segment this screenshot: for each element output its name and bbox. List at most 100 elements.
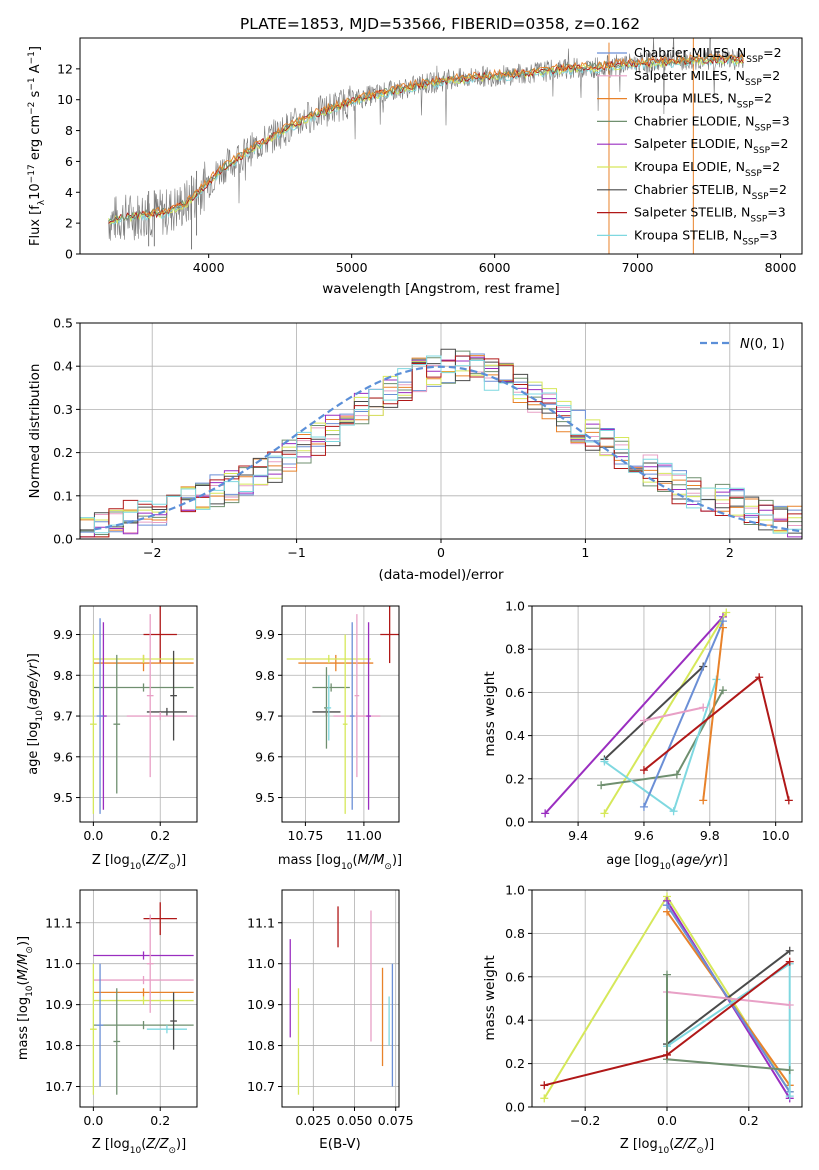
x-axis-label: wavelength [Angstrom, rest frame] [322,281,560,297]
tick-label-y: 0.6 [505,685,525,700]
tick-label-y: 10.9 [45,997,73,1012]
label-part: ( [671,853,676,868]
tick-label-x: 0.025 [295,1113,331,1128]
label-part: mass [log [16,997,31,1060]
tick-label-y: 10.9 [247,997,275,1012]
tick-label-y: 9.5 [53,790,73,805]
error-bar-point [143,606,177,664]
weight-series-marker [639,716,648,725]
plot-area [80,348,802,539]
tick-label-y: 6 [65,154,73,169]
tick-label-x: −2 [143,545,161,560]
label-part: SSP [754,123,771,133]
axes-frame [281,889,400,1108]
weight-series-line [643,706,704,722]
error-bar-point [349,622,355,810]
tick-label-x: 0.2 [739,1113,759,1128]
tick-label-x: −1 [287,545,305,560]
legend-label: Chabrier ELODIE, NSSP=3 [634,113,790,133]
error-bar-point [93,1021,194,1030]
label-part: =2 [769,182,787,197]
label-part: SSP [746,55,763,65]
error-bar-point [96,618,104,814]
label-part: Z [log [92,1137,130,1152]
error-bar-point [113,654,121,794]
label-part: Salpeter ELODIE, N [634,136,753,151]
label-part: SSP [742,237,759,247]
plot-area [540,892,794,1103]
error-bar-point [342,634,348,814]
plot-residual_histogram: −2 −1 0 1 2 0.0 0.1 0.2 0.3 0.4 0.5 (data-model)/er… [27,316,803,583]
tick-label-x: 10.75 [288,828,324,843]
label-part: Z/Z [145,1137,169,1152]
plot-age_vs_mass: 10.75 11.00 9.5 9.6 9.7 9.8 9.9 mass [log10(M/M… [255,605,402,872]
label-part: )] [704,1137,714,1152]
weight-series-marker [718,686,727,695]
weight-series-marker [699,703,708,712]
y-axis-label: mass weight [482,671,498,756]
tick-label-y: 0.8 [505,926,525,941]
error-bar-point [93,654,194,664]
tick-label-x: 9.8 [700,828,720,843]
label-part: 10 [35,710,45,722]
legend-label: Kroupa ELODIE, NSSP=2 [634,159,780,179]
weight-series-marker [540,1094,549,1103]
weight-series-line [666,974,790,1072]
error-bar-point [286,654,371,664]
model-fit-line [142,52,744,217]
weight-series-marker [785,1092,794,1101]
plot-weight_vs_Z: −0.2 0.0 0.2 0.0 0.2 0.4 0.6 0.8 1.0 Z [log10(Z/Z… [482,883,803,1156]
weight-series-marker [600,757,609,766]
x-axis-label: Z [log10(Z/Z⊙)] [92,853,186,872]
tick-label-y: 0.8 [505,642,525,657]
tick-label-y: 0.4 [53,359,73,374]
weight-series-marker [669,807,678,816]
tick-label-x: 0.2 [150,828,170,843]
weight-series-marker [540,1081,549,1090]
error-bar-point [93,951,194,960]
legend-label: Kroupa MILES, NSSP=2 [634,91,772,111]
label-part: 10 [130,1146,142,1156]
label-part: M/M [16,954,31,981]
label-part: M/M [358,853,385,868]
error-bar-point [93,683,194,692]
tick-label-x: 0.2 [150,1113,170,1128]
label-part: =2 [754,91,772,106]
label-part: Chabrier MILES, N [634,45,746,60]
label-part: ⊙ [696,1146,704,1156]
tick-label-y: 11.0 [247,956,275,971]
tick-label-x: 0.0 [657,1113,677,1128]
label-part: 10 [658,1146,670,1156]
tick-label-y: 4 [65,185,73,200]
x-axis-label: mass [log10(M/M⊙)] [278,853,402,872]
tick-label-x: 10.0 [762,828,790,843]
plot-mass_vs_Z: 0.0 0.210.710.810.911.011.1Z [log10(Z/Z⊙)… [16,889,198,1156]
tick-label-y: 10.8 [45,1038,73,1053]
label-part: =2 [770,136,788,151]
weight-series-marker [639,766,648,775]
legend-label: N(0, 1) [740,337,785,352]
weight-series-line [544,616,724,815]
tick-label-x: 6000 [479,260,511,275]
weight-series-line [643,620,724,808]
label-part: =3 [759,227,777,242]
error-bar-point [90,963,97,1095]
tick-label-y: 9.6 [53,749,73,764]
plot-spectrum: 4000 5000 6000 7000 8000 0 2 4 6 8 10 12 wavelength … [27,37,803,297]
tick-label-y: 11.0 [45,956,73,971]
label-part: SSP [753,146,770,156]
tick-label-x: 9.4 [568,828,588,843]
error-bar-point [170,650,177,741]
label-part: Kroupa ELODIE, N [634,159,745,174]
label-part: SSP [752,192,769,202]
tick-label-y: 0.2 [505,1056,525,1071]
label-part: ⊙ [168,1146,176,1156]
histogram-step-line [80,355,802,539]
label-part: 10 [341,862,353,872]
weight-series-marker [755,673,764,682]
label-part: N [740,337,750,352]
error-bar-point [146,914,154,1013]
weight-series-line [603,611,728,814]
weight-series-marker [541,809,550,818]
